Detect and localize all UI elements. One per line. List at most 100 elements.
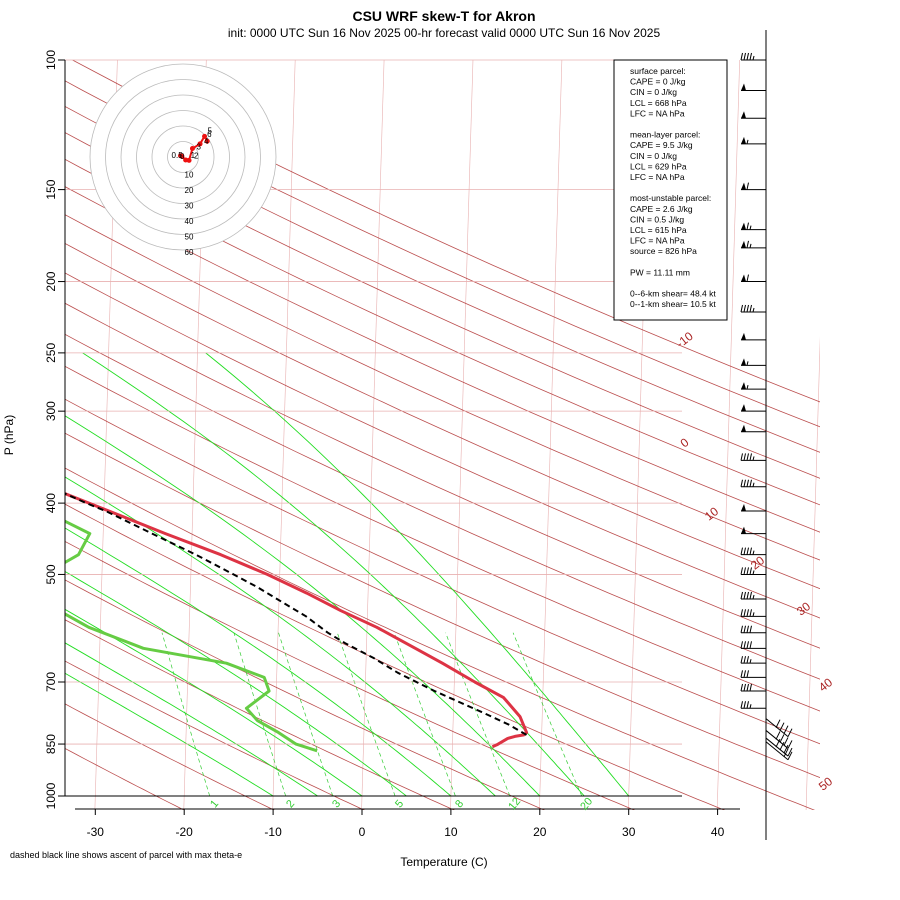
moist-adiabat-line (65, 527, 452, 797)
hodograph-ring (105, 79, 261, 235)
dry-adiabat-line (65, 579, 545, 810)
y-tick-label: 400 (44, 493, 58, 513)
info-line: 0--1-km shear= 10.5 kt (630, 299, 716, 309)
mixing-ratio-label: 1 (208, 798, 221, 810)
wind-barb (740, 591, 766, 600)
hodograph-height-label: 0.5 (172, 151, 184, 160)
x-tick-label: 20 (533, 825, 547, 839)
hodograph-height-label: 0 (180, 152, 185, 161)
hodograph-height-label: 4 (204, 137, 209, 146)
info-line: LFC = NA hPa (630, 172, 685, 182)
mixing-ratio-line (233, 632, 287, 797)
info-line: CAPE = 0 J/kg (630, 77, 686, 87)
isotherm-label: 30 (794, 599, 813, 618)
hodograph-ring (167, 141, 199, 173)
y-axis-label: P (hPa) (2, 415, 16, 455)
dry-adiabat-line (65, 703, 275, 810)
x-tick-label: 0 (359, 825, 366, 839)
hodograph-ring (120, 94, 246, 220)
x-tick-label: 40 (711, 825, 725, 839)
dry-adiabat-line (65, 158, 820, 506)
hodograph-ring (151, 125, 215, 189)
wind-barb (740, 52, 766, 61)
dry-adiabat-line (65, 432, 820, 778)
dry-adiabat-line (65, 302, 820, 649)
wind-barb (740, 479, 766, 488)
moist-adiabat-line (65, 642, 318, 797)
wind-barb (740, 547, 766, 556)
isotherm-line (805, 335, 820, 810)
info-line: CIN = 0.5 J/kg (630, 214, 684, 224)
dry-adiabat-line (65, 540, 635, 810)
moist-adiabat-line (65, 476, 496, 797)
dry-adiabat-line (65, 272, 820, 619)
wind-barb (765, 718, 793, 738)
isotherm-line (361, 60, 385, 810)
isotherm-line (450, 60, 474, 810)
hodograph-ring-label: 10 (185, 171, 194, 180)
wind-barb (740, 567, 766, 575)
hodograph-point (189, 145, 195, 151)
info-line: surface parcel: (630, 66, 686, 76)
info-line: most-unstable parcel: (630, 193, 711, 203)
hodograph-ring-label: 30 (185, 202, 194, 211)
info-line: LFC = NA hPa (630, 236, 685, 246)
wind-barb (765, 730, 793, 749)
dry-adiabat-line (72, 60, 820, 403)
y-tick-label: 700 (44, 672, 58, 692)
wind-barb (741, 274, 766, 283)
hodograph-height-label: 2 (194, 151, 199, 160)
dry-adiabat-line (65, 214, 820, 561)
info-line: CIN = 0 J/kg (630, 87, 677, 97)
dry-adiabat-line (65, 80, 820, 428)
y-tick-label: 250 (44, 343, 58, 363)
hodograph-height-label: 1 (191, 151, 196, 160)
hodograph-point (204, 138, 210, 144)
wind-barb (765, 741, 793, 761)
wind-barb (740, 609, 766, 617)
dry-adiabat-line (65, 105, 820, 453)
y-tick-label: 150 (44, 179, 58, 199)
moist-adiabat-line (65, 415, 541, 797)
wind-barb (741, 83, 766, 91)
info-line: PW = 11.11 mm (630, 267, 690, 277)
pressure-axis: 100 150 200 250 300 400 500 700 850 1000 (44, 50, 65, 809)
x-tick-label: -20 (176, 825, 194, 839)
mixing-ratio-label: 8 (453, 798, 466, 810)
x-tick-label: 10 (444, 825, 458, 839)
y-tick-label: 500 (44, 564, 58, 584)
mixing-ratio-line (393, 632, 456, 797)
wind-barb (741, 358, 766, 366)
mixing-ratio-label: 5 (393, 798, 406, 810)
info-box-frame (613, 59, 728, 321)
mixing-ratio-line (161, 632, 211, 797)
y-tick-label: 850 (44, 734, 58, 754)
info-line: LCL = 615 hPa (630, 225, 687, 235)
wind-barb (741, 504, 766, 512)
isotherm-line (539, 60, 563, 810)
isotherm-label: -10 (673, 329, 696, 351)
dry-adiabat-line (65, 186, 820, 533)
sounding-curves (65, 491, 529, 753)
info-line: CIN = 0 J/kg (630, 151, 677, 161)
wind-barb (740, 670, 766, 678)
dry-adiabat-line (65, 242, 820, 590)
wind-barb (741, 222, 766, 231)
dry-adiabat-line (65, 398, 820, 745)
mixing-ratio-line (336, 632, 396, 797)
wind-barb (740, 304, 766, 313)
dewpoint-series (65, 519, 318, 753)
info-line: CAPE = 9.5 J/kg (630, 140, 693, 150)
dry-adiabat-line (65, 747, 185, 810)
info-line: LCL = 629 hPa (630, 161, 687, 171)
info-line: 0--6-km shear= 48.4 kt (630, 289, 716, 299)
dry-adiabat-line (65, 333, 820, 680)
wind-barb (740, 625, 766, 634)
info-line: CAPE = 2.6 J/kg (630, 204, 693, 214)
dry-adiabat-line (65, 503, 726, 810)
x-tick-label: -10 (264, 825, 282, 839)
hodograph-point (202, 133, 208, 139)
mixing-ratio-line (445, 632, 511, 797)
